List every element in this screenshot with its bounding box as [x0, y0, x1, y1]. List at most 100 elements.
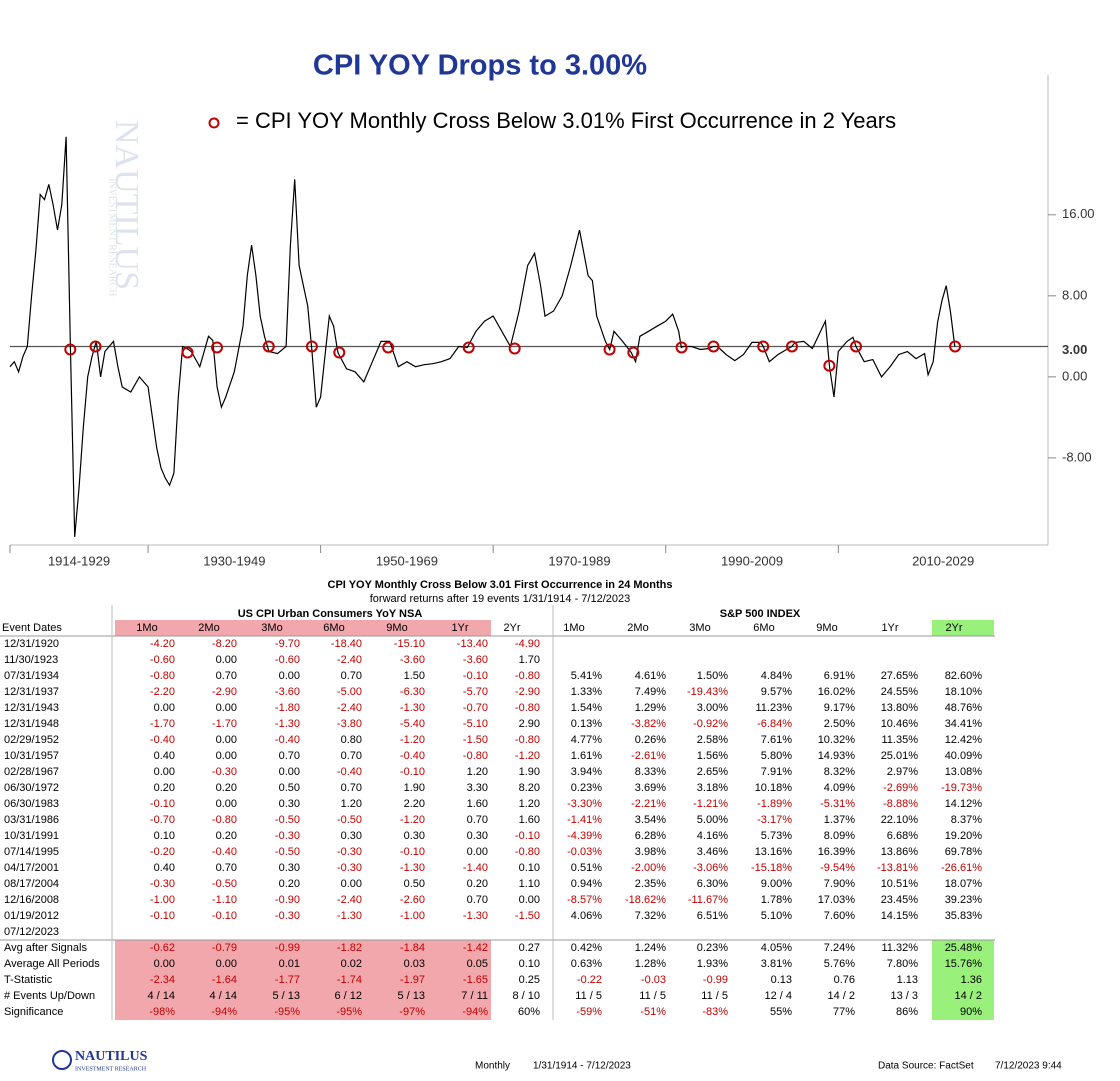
table-cell: 0.70	[467, 894, 488, 906]
cell-highlight	[428, 972, 491, 988]
table-cell: -0.40	[337, 766, 362, 778]
table-cell: 0.05	[467, 958, 488, 970]
cell-highlight	[115, 972, 178, 988]
row-label: 07/31/1934	[4, 670, 59, 682]
table-cell: -3.82%	[631, 718, 666, 730]
table-cell: -0.40	[212, 846, 237, 858]
column-header: 2Mo	[627, 622, 648, 634]
table-cell: 7.49%	[635, 686, 666, 698]
table-cell: 10.51%	[881, 878, 919, 890]
table-cell: 0.00	[467, 846, 488, 858]
table-cell: 3.69%	[635, 782, 666, 794]
y-tick-label: 16.00	[1062, 206, 1095, 221]
table-cell: 7.60%	[824, 910, 855, 922]
table-cell: 0.01	[279, 958, 300, 970]
table-cell: -5.10	[463, 718, 488, 730]
table-cell: -1.30	[400, 862, 425, 874]
table-cell: -0.80	[515, 846, 540, 858]
table-cell: 0.00	[279, 766, 300, 778]
cell-highlight	[302, 620, 365, 636]
table-cell: 8.33%	[635, 766, 666, 778]
table-cell: 0.40	[154, 862, 175, 874]
table-cell: -1.20	[400, 814, 425, 826]
logo-sub: INVESTMENT RESEARCH	[75, 1066, 147, 1072]
table-cell: 0.03	[404, 958, 425, 970]
table-cell: 6.51%	[697, 910, 728, 922]
event-marker	[627, 346, 640, 359]
table-cell: 11.23%	[756, 702, 793, 714]
table-cell: -1.64	[212, 974, 237, 986]
table-cell: -8.57%	[567, 894, 602, 906]
event-marker	[262, 340, 275, 353]
table-cell: 2.20	[404, 798, 425, 810]
table-cell: -0.30	[275, 910, 300, 922]
cell-highlight	[177, 620, 240, 636]
table-cell: 10.18%	[755, 782, 793, 794]
table-cell: 0.23%	[571, 782, 602, 794]
table-cell: 16.39%	[818, 846, 856, 858]
table-cell: -18.62%	[625, 894, 666, 906]
table-cell: 5.73%	[761, 830, 792, 842]
table-cell: -0.80	[515, 734, 540, 746]
table-cell: 2.65%	[697, 766, 728, 778]
table-cell: -1.21%	[693, 798, 728, 810]
row-label: 12/31/1948	[4, 718, 59, 730]
event-marker	[707, 340, 720, 353]
chart-title: CPI YOY Drops to 3.00%	[313, 50, 647, 82]
cell-highlight	[302, 940, 365, 956]
cell-highlight	[115, 940, 178, 956]
table-cell: 40.09%	[945, 750, 983, 762]
table-cell: -26.61%	[941, 862, 982, 874]
table-cell: 16.02%	[818, 686, 856, 698]
table-cell: 1.61%	[571, 750, 602, 762]
table-cell: -3.60	[463, 654, 488, 666]
cell-highlight	[932, 1004, 994, 1020]
table-cell: 1.33%	[571, 686, 602, 698]
table-cell: -0.50	[337, 814, 362, 826]
event-marker	[333, 346, 346, 359]
table-cell: 4.61%	[635, 670, 666, 682]
table-cell: -0.80	[515, 670, 540, 682]
table-cell: -0.03%	[567, 846, 602, 858]
table-cell: 0.20	[279, 878, 300, 890]
table-cell: 14 / 2	[954, 990, 982, 1002]
table-cell: -3.30%	[567, 798, 602, 810]
table-cell: 34.41%	[945, 718, 983, 730]
column-header: 3Mo	[689, 622, 710, 634]
column-header: 9Mo	[816, 622, 837, 634]
row-label: 02/29/1952	[4, 734, 59, 746]
table-cell: -0.99	[703, 974, 728, 986]
row-label: 12/31/1920	[4, 638, 59, 650]
table-cell: 0.13%	[571, 718, 602, 730]
table-cell: 11.32%	[882, 942, 919, 954]
table-cell: -1.40	[463, 862, 488, 874]
table-cell: -83%	[702, 1006, 728, 1018]
table-cell: -2.69%	[883, 782, 918, 794]
cell-highlight	[302, 988, 365, 1004]
table-cell: 0.00	[216, 750, 237, 762]
table-cell: 2.58%	[697, 734, 728, 746]
table-cell: 0.02	[341, 958, 362, 970]
footer-source: Data Source: FactSet	[878, 1061, 974, 1072]
y-tick-label: -8.00	[1062, 449, 1092, 464]
table-cell: 0.10	[154, 830, 175, 842]
column-header: Event Dates	[2, 622, 62, 634]
table-cell: 3.00%	[697, 702, 728, 714]
table-cell: -0.50	[275, 814, 300, 826]
table-cell: 14.15%	[881, 910, 919, 922]
table-cell: 25.48%	[945, 942, 983, 954]
table-cell: -1.74	[337, 974, 362, 986]
table-cell: 4 / 14	[147, 990, 175, 1002]
table-cell: -2.40	[337, 654, 362, 666]
table-cell: 39.23%	[945, 894, 983, 906]
table-cell: 5.10%	[761, 910, 792, 922]
cell-highlight	[177, 1004, 240, 1020]
table-cell: 1.90	[404, 782, 425, 794]
row-label: 07/14/1995	[4, 846, 59, 858]
row-label: 07/12/2023	[4, 926, 59, 938]
column-header: 2Mo	[198, 622, 219, 634]
table-cell: 2.35%	[635, 878, 666, 890]
table-cell: 24.55%	[881, 686, 919, 698]
cell-highlight	[302, 972, 365, 988]
